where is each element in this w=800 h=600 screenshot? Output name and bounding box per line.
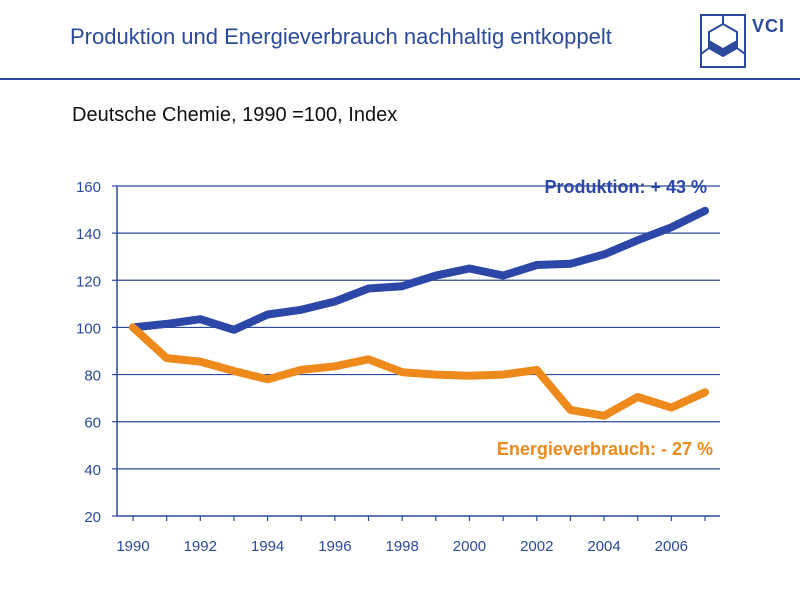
x-tick-label: 1998: [385, 538, 418, 555]
x-tick-label: 2006: [655, 538, 688, 555]
series-line-energieverbrauch: [129, 323, 709, 420]
y-tick-label: 120: [76, 273, 101, 290]
y-tick-label: 160: [76, 179, 101, 196]
page-title: Produktion und Energieverbrauch nachhalt…: [70, 24, 612, 49]
y-tick-label: 80: [84, 368, 101, 385]
y-tick-label: 60: [84, 415, 101, 432]
logo-text: VCI: [752, 16, 786, 36]
x-tick-label: 1992: [184, 538, 217, 555]
vci-logo-icon: [700, 14, 746, 68]
y-tick-label: 40: [84, 462, 101, 479]
series-line-produktion: [129, 206, 709, 334]
chart-title: Deutsche Chemie, 1990 =100, Index: [72, 104, 398, 126]
y-tick-label: 20: [84, 509, 101, 526]
x-tick-label: 1994: [251, 538, 284, 555]
x-tick-label: 1990: [116, 538, 149, 555]
x-tick-label: 1996: [318, 538, 351, 555]
y-tick-label: 100: [76, 320, 101, 337]
x-tick-label: 2002: [520, 538, 553, 555]
x-tick-label: 2000: [453, 538, 486, 555]
y-tick-label: 140: [76, 226, 101, 243]
x-tick-label: 2004: [587, 538, 620, 555]
series-label-energieverbrauch: Energieverbrauch: - 27 %: [497, 439, 713, 459]
series-label-produktion: Produktion: + 43 %: [544, 177, 707, 197]
header-divider: [0, 78, 800, 80]
